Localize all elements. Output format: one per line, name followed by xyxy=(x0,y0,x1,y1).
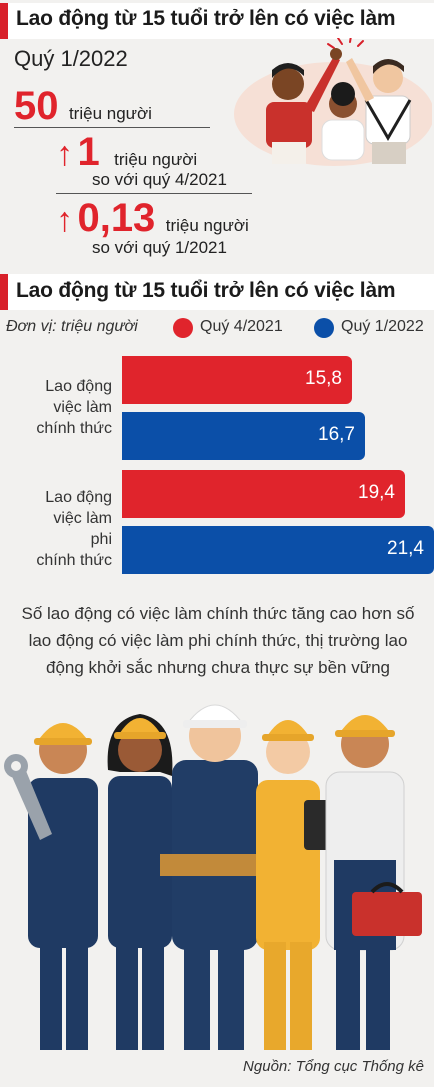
divider xyxy=(14,127,210,128)
unit-label: Đơn vị: triệu người xyxy=(6,318,138,335)
legend-dot-q4 xyxy=(173,318,193,338)
bar-value-label: 21,4 xyxy=(387,538,424,559)
category-label-line: việc làm xyxy=(53,510,112,527)
bar-q4-2021-formal: 15,8 xyxy=(122,356,352,404)
change2-compare: so với quý 1/2021 xyxy=(92,238,227,257)
quarter-label: Quý 1/2022 xyxy=(14,46,128,71)
header-bar: Lao động từ 15 tuổi trở lên có việc làm xyxy=(0,3,434,39)
change1-unit: triệu người xyxy=(114,150,198,169)
category-label-informal: Lao động việc làm phi chính thức xyxy=(0,487,112,571)
celebrating-workers-illustration xyxy=(234,38,432,166)
bar-value-label: 15,8 xyxy=(305,368,342,389)
arrow-up-icon: ↑ xyxy=(56,201,73,239)
bar-value-label: 16,7 xyxy=(318,424,355,445)
category-label-line: Lao động xyxy=(45,489,112,506)
section-bar: Lao động từ 15 tuổi trở lên có việc làm xyxy=(0,274,434,310)
header-accent xyxy=(0,3,8,39)
category-label-line: chính thức xyxy=(36,552,112,569)
source-note: Nguồn: Tổng cục Thống kê xyxy=(243,1058,424,1075)
category-label-line: chính thức xyxy=(36,420,112,437)
change1-value: 1 xyxy=(77,130,100,174)
total-unit: triệu người xyxy=(68,104,152,123)
change1-stat: ↑ 1 triệu người xyxy=(56,130,197,175)
chart-note: Số lao động có việc làm chính thức tăng … xyxy=(21,604,415,677)
bar-q1-2022-formal: 16,7 xyxy=(122,412,365,460)
header-title: Lao động từ 15 tuổi trở lên có việc làm xyxy=(16,7,396,30)
legend-dot-q1 xyxy=(314,318,334,338)
bar-q1-2022-informal: 21,4 xyxy=(122,526,434,574)
workers-group-illustration xyxy=(4,704,422,1050)
category-label-line: phi xyxy=(90,531,112,548)
arrow-up-icon: ↑ xyxy=(56,135,73,173)
category-label-line: việc làm xyxy=(53,399,112,416)
category-label-formal: Lao động việc làm chính thức xyxy=(0,376,112,439)
legend-label-q1: Quý 1/2022 xyxy=(341,318,424,335)
section-accent xyxy=(0,274,8,310)
change2-stat: ↑ 0,13 triệu người xyxy=(56,196,249,241)
total-stat: 50 triệu người xyxy=(14,84,152,129)
total-value: 50 xyxy=(14,84,59,128)
section-title: Lao động từ 15 tuổi trở lên có việc làm xyxy=(16,279,396,302)
divider xyxy=(56,193,252,194)
change2-unit: triệu người xyxy=(165,216,249,235)
change2-value: 0,13 xyxy=(77,196,156,240)
bar-q4-2021-informal: 19,4 xyxy=(122,470,405,518)
change1-compare: so với quý 4/2021 xyxy=(92,170,227,189)
bar-value-label: 19,4 xyxy=(358,482,395,503)
category-label-line: Lao động xyxy=(45,378,112,395)
legend-label-q4: Quý 4/2021 xyxy=(200,318,283,335)
